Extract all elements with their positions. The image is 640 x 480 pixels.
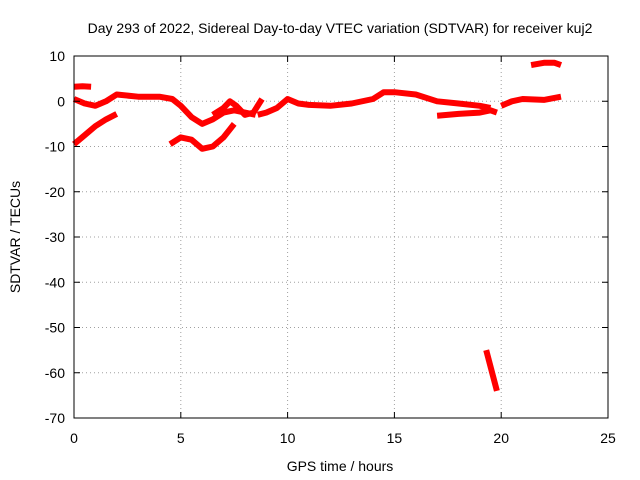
y-tick-label: -60 — [45, 365, 65, 381]
series-line-s3 — [72, 111, 119, 147]
x-tick-label: 5 — [177, 430, 185, 446]
y-tick-label: -50 — [45, 320, 65, 336]
x-tick-label: 10 — [280, 430, 296, 446]
y-tick-label: 10 — [49, 48, 65, 64]
x-tick-label: 0 — [70, 430, 78, 446]
x-tick-label: 20 — [493, 430, 509, 446]
x-tick-label: 15 — [387, 430, 403, 446]
series-line-s4 — [168, 122, 237, 152]
series-line-s2 — [72, 91, 257, 127]
ticks — [73, 55, 609, 419]
y-axis-label: SDTVAR / TECUs — [7, 181, 23, 293]
x-tick-label: 25 — [600, 430, 616, 446]
series-line-s6 — [256, 89, 492, 118]
grid — [74, 56, 608, 418]
y-tick-label: -30 — [45, 229, 65, 245]
y-tick-label: 0 — [57, 93, 65, 109]
y-tick-label: -10 — [45, 139, 65, 155]
tick-labels: 0 5 10 15 20 25 10 0 -10 -20 -30 -40 -50 -60 -70 — [45, 48, 616, 446]
chart-title: Day 293 of 2022, Sidereal Day-to-day VTE… — [88, 20, 593, 36]
series-line-s8 — [483, 349, 500, 392]
series-line-s10 — [530, 59, 563, 69]
y-tick-label: -70 — [45, 410, 65, 426]
y-tick-label: -40 — [45, 274, 65, 290]
series-line-s9 — [500, 93, 562, 109]
x-axis-label: GPS time / hours — [287, 458, 394, 474]
series-line-s7 — [436, 107, 498, 119]
series-layer — [72, 59, 563, 392]
y-tick-label: -20 — [45, 184, 65, 200]
series-line-s5 — [211, 97, 265, 118]
series-line-s1 — [73, 83, 92, 90]
